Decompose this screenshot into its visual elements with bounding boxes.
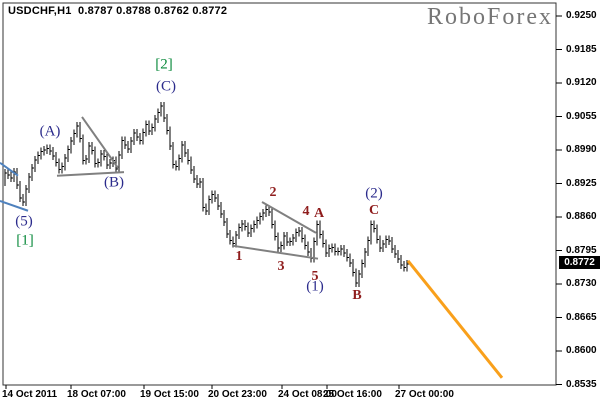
channel-lower — [0, 200, 29, 212]
price-tick-label: 0.9055 — [566, 110, 597, 122]
wave-label-1-degree: [1] — [16, 232, 34, 249]
price-tick-label: 0.8860 — [566, 211, 597, 223]
price-tick-label: 0.8535 — [566, 378, 597, 390]
current-price-badge: 0.8772 — [559, 255, 600, 269]
price-tick-label: 0.9250 — [566, 10, 597, 22]
time-tick-label: 27 Oct 00:00 — [395, 389, 454, 400]
wave-label-3-minor: 3 — [277, 259, 285, 274]
price-tick-label: 0.8730 — [566, 278, 597, 290]
price-tick-label: 0.8990 — [566, 144, 597, 156]
wave-label-2-primary: (2) — [365, 185, 383, 202]
wedge-upper — [261, 201, 317, 234]
wave-label-2-minor: 2 — [269, 185, 277, 200]
time-tick-label: 20 Oct 23:00 — [208, 389, 267, 400]
triangle-lower — [56, 171, 125, 177]
wave-label-5-minor: 5 — [311, 269, 319, 284]
forecast-line — [406, 259, 504, 379]
wave-label-A-primary: (A) — [39, 123, 61, 140]
roboforex-logo: RoboForex — [427, 4, 553, 30]
price-tick-label: 0.8925 — [566, 177, 597, 189]
time-tick-label: 24 Oct 08:00 — [278, 389, 337, 400]
wave-label-A-minor: A — [313, 206, 325, 221]
time-tick-label: 19 Oct 15:00 — [140, 389, 199, 400]
wave-label-C-minor: C — [368, 203, 380, 218]
wave-label-2-degree: [2] — [155, 56, 173, 73]
price-tick-label: 0.9185 — [566, 43, 597, 55]
wave-label-C-primary: (C) — [156, 78, 176, 95]
time-tick-label: 14 Oct 2011 — [2, 389, 58, 400]
wave-label-4-minor: 4 — [302, 204, 310, 219]
wedge-lower — [232, 244, 319, 260]
wave-label-5-primary: (5) — [15, 213, 33, 230]
price-tick-label: 0.8665 — [566, 311, 597, 323]
wave-label-1-minor: 1 — [235, 249, 243, 264]
wave-label-B-primary: (B) — [104, 174, 124, 191]
price-tick-label: 0.8600 — [566, 345, 597, 357]
chart-title: USDCHF,H1 0.8787 0.8788 0.8762 0.8772 — [8, 5, 228, 17]
wave-label-B-minor: B — [352, 288, 362, 303]
price-tick-label: 0.9120 — [566, 77, 597, 89]
price-tick-label: 0.8795 — [566, 244, 597, 256]
triangle-upper — [81, 116, 119, 169]
channel-upper — [0, 161, 19, 177]
time-tick-label: 25 Oct 16:00 — [323, 389, 382, 400]
wave-label-1-primary: (1) — [306, 278, 324, 295]
time-tick-label: 18 Oct 07:00 — [67, 389, 126, 400]
